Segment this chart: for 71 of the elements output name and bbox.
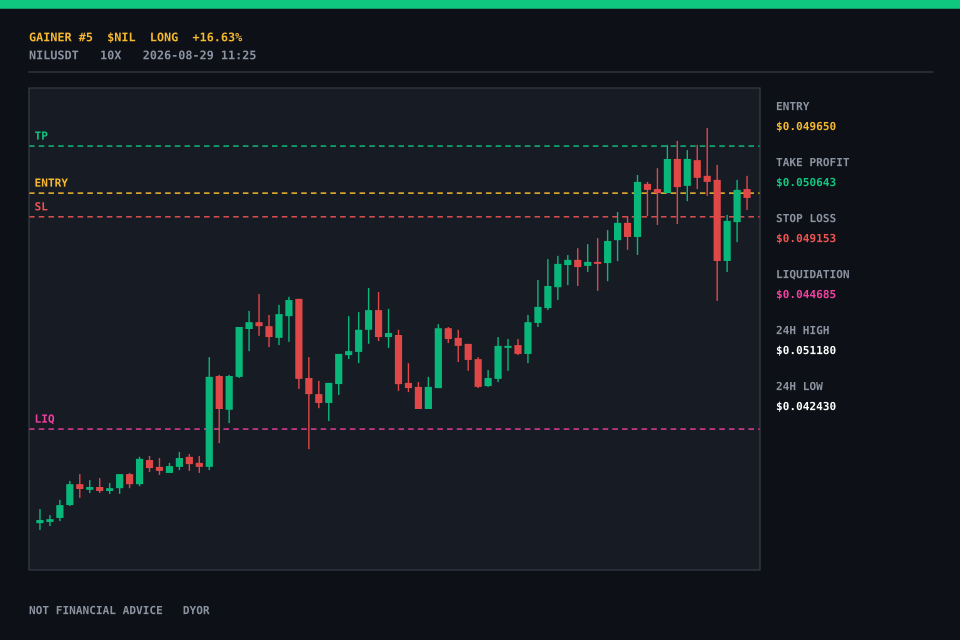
text: $0.042430 — [776, 402, 836, 412]
candlestick — [614, 211, 622, 262]
candlestick — [454, 329, 462, 363]
candlestick — [514, 338, 522, 356]
candlestick — [305, 356, 312, 450]
candlestick — [574, 248, 582, 287]
candlestick — [484, 369, 492, 388]
candlestick — [444, 326, 452, 344]
candlestick — [743, 175, 751, 211]
text: $0.049153 — [776, 234, 836, 244]
text: TAKE PROFIT — [776, 158, 850, 166]
text: $0.050643 — [776, 178, 836, 188]
candlestick — [96, 477, 104, 494]
candlestick — [624, 215, 632, 250]
chart-subtitle: NILUSDT 10X 2026-08-29 11:25 — [30, 50, 256, 60]
candlestick — [46, 514, 54, 527]
candlestick — [146, 455, 154, 473]
ref-line-label: SL — [35, 202, 48, 211]
candlestick — [275, 304, 283, 346]
candlestick — [654, 168, 662, 226]
candlestick — [694, 144, 701, 190]
candlestick — [315, 380, 322, 409]
candlestick — [365, 287, 372, 345]
candlestick — [116, 473, 124, 495]
candlestick — [424, 376, 432, 410]
candlestick — [644, 181, 652, 217]
candlestick — [196, 455, 203, 474]
candlestick — [404, 362, 412, 393]
candlestick — [594, 237, 602, 292]
candlestick — [66, 480, 74, 507]
candlestick — [414, 381, 422, 410]
candlestick — [584, 243, 592, 273]
candlestick — [384, 308, 392, 349]
candlestick — [186, 453, 193, 472]
candlestick — [464, 343, 472, 372]
candlestick — [554, 255, 562, 301]
text: ENTRY — [776, 102, 810, 110]
text: NOT FINANCIAL ADVICE DYOR — [30, 606, 210, 614]
candlestick — [156, 457, 164, 476]
text: $0.051180 — [776, 346, 836, 356]
candlestick — [704, 127, 711, 197]
candlestick — [176, 451, 183, 471]
candlestick — [166, 462, 174, 474]
candlestick — [246, 310, 253, 352]
candlestick — [544, 258, 552, 311]
candlestick — [36, 508, 44, 531]
ref-line-label: ENTRY — [35, 178, 68, 187]
text: $0.044685 — [776, 290, 836, 300]
chart-title: GAINER #5 $NIL LONG +16.63% — [30, 32, 242, 43]
text: LIQUIDATION — [777, 270, 849, 280]
text: STOP LOSS — [776, 214, 836, 222]
candlestick — [534, 279, 542, 328]
candlestick — [76, 473, 84, 499]
candlestick — [604, 229, 612, 282]
candlestick — [265, 314, 273, 348]
ref-line-label: TP — [35, 132, 48, 140]
candlestick — [345, 315, 352, 360]
candlestick — [86, 479, 94, 494]
candlestick — [255, 293, 263, 337]
candlestick — [355, 311, 362, 364]
candlestick — [126, 472, 134, 489]
text: $0.049650 — [776, 122, 836, 132]
candlestick — [106, 482, 114, 495]
candlestick — [504, 338, 512, 372]
candlestick — [285, 296, 293, 343]
candlestick — [564, 254, 572, 286]
ref-line-label: LIQ — [36, 414, 54, 424]
candlestick — [325, 382, 332, 422]
text: 24H HIGH — [776, 326, 829, 334]
text: 24H LOW — [776, 382, 823, 390]
candlestick — [56, 499, 64, 522]
